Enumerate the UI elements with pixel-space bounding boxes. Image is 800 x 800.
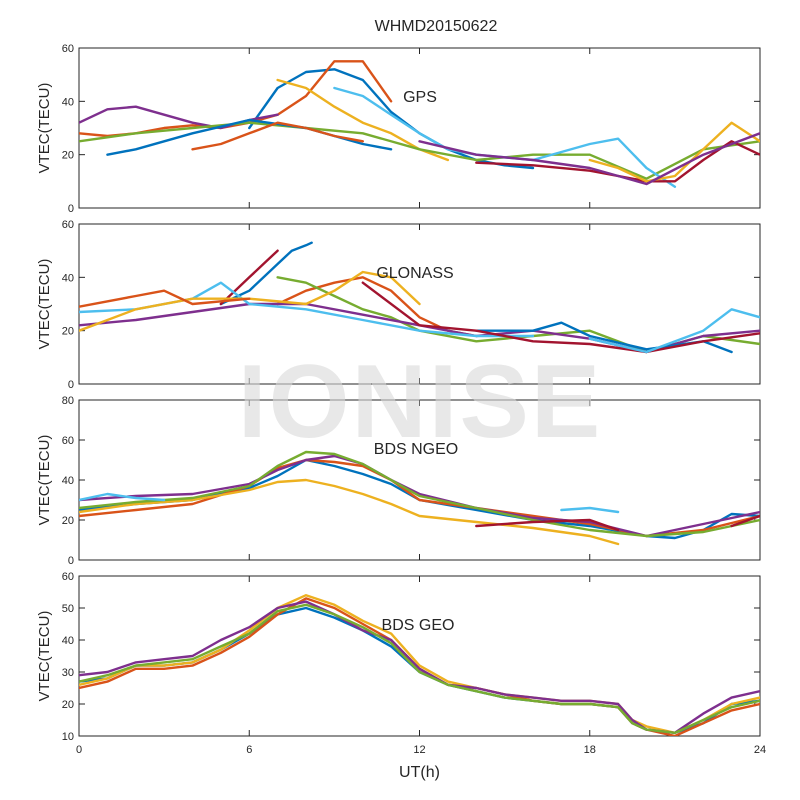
y-tick-label: 40 bbox=[62, 272, 74, 284]
x-tick-label: 12 bbox=[413, 744, 425, 756]
series-group bbox=[79, 594, 760, 736]
y-tick-label: 60 bbox=[62, 43, 74, 55]
y-tick-label: 20 bbox=[62, 699, 74, 711]
y-tick-label: 60 bbox=[62, 435, 74, 447]
series-line-3 bbox=[79, 478, 620, 546]
series-line-7 bbox=[560, 506, 620, 514]
series-group bbox=[79, 241, 760, 354]
panel-4: 0 6 12 18 24 10 20 30 40 50 60 VTEC(TECU) UT(h) BDS G… bbox=[36, 571, 766, 781]
series-line-10 bbox=[418, 132, 760, 186]
y-tick-label: 60 bbox=[62, 571, 74, 583]
x-tick-label: 18 bbox=[584, 744, 596, 756]
y-tick-label: 30 bbox=[62, 667, 74, 679]
x-tick-label: 0 bbox=[76, 744, 82, 756]
axes-frame bbox=[78, 575, 761, 737]
y-axis-label: VTEC(TECU) bbox=[36, 83, 53, 174]
watermark: IONISE bbox=[238, 344, 603, 460]
series-line-7 bbox=[79, 270, 421, 332]
series-group bbox=[79, 60, 760, 188]
x-tick-label: 24 bbox=[754, 744, 766, 756]
series-line-1 bbox=[248, 68, 535, 170]
y-tick-label: 40 bbox=[62, 96, 74, 108]
series-line-8 bbox=[475, 518, 620, 532]
series-line-10 bbox=[361, 281, 760, 354]
y-tick-label: 20 bbox=[62, 326, 74, 338]
y-axis-label: VTEC(TECU) bbox=[36, 435, 53, 526]
series-line-11 bbox=[588, 308, 760, 354]
y-axis-label: VTEC(TECU) bbox=[36, 259, 53, 350]
panel-label: BDS GEO bbox=[382, 617, 455, 634]
series-line-5 bbox=[79, 121, 760, 180]
y-tick-label: 10 bbox=[62, 731, 74, 743]
y-tick-label: 60 bbox=[62, 219, 74, 231]
series-line-11 bbox=[191, 121, 364, 151]
series-line-9 bbox=[106, 118, 393, 156]
panel-2: 0 20 40 60 VTEC(TECU) GLONASS bbox=[36, 219, 761, 391]
y-tick-label: 0 bbox=[68, 203, 74, 215]
y-tick-label: 20 bbox=[62, 150, 74, 162]
series-line-1 bbox=[219, 241, 313, 306]
y-tick-label: 80 bbox=[62, 395, 74, 407]
series-line-6 bbox=[79, 492, 166, 502]
y-tick-label: 0 bbox=[68, 555, 74, 567]
axes-frame bbox=[78, 399, 761, 561]
panel-label: GPS bbox=[403, 89, 437, 106]
series-group bbox=[79, 450, 760, 546]
panel-label: BDS NGEO bbox=[374, 441, 458, 458]
figure-title: WHMD20150622 bbox=[375, 18, 498, 35]
panel-3: 0 20 40 60 80 VTEC(TECU) BDS NGEO bbox=[36, 395, 761, 567]
series-line-5 bbox=[79, 603, 760, 734]
series-line-5 bbox=[79, 450, 760, 538]
y-tick-label: 40 bbox=[62, 635, 74, 647]
y-axis-label: VTEC(TECU) bbox=[36, 611, 53, 702]
y-tick-label: 0 bbox=[68, 379, 74, 391]
series-line-9 bbox=[730, 514, 760, 528]
series-line-7 bbox=[475, 140, 760, 183]
panel-1: 0 20 40 60 VTEC(TECU) GPS bbox=[36, 43, 761, 215]
y-tick-label: 50 bbox=[62, 603, 74, 615]
series-line-8 bbox=[588, 121, 760, 183]
y-tick-label: 20 bbox=[62, 515, 74, 527]
x-tick-label: 6 bbox=[246, 744, 252, 756]
series-line-9 bbox=[79, 289, 251, 308]
series-line-3 bbox=[79, 594, 760, 734]
x-axis-label: UT(h) bbox=[399, 764, 440, 781]
panel-label: GLONASS bbox=[376, 265, 453, 282]
series-line-2 bbox=[219, 249, 279, 306]
y-tick-label: 40 bbox=[62, 475, 74, 487]
